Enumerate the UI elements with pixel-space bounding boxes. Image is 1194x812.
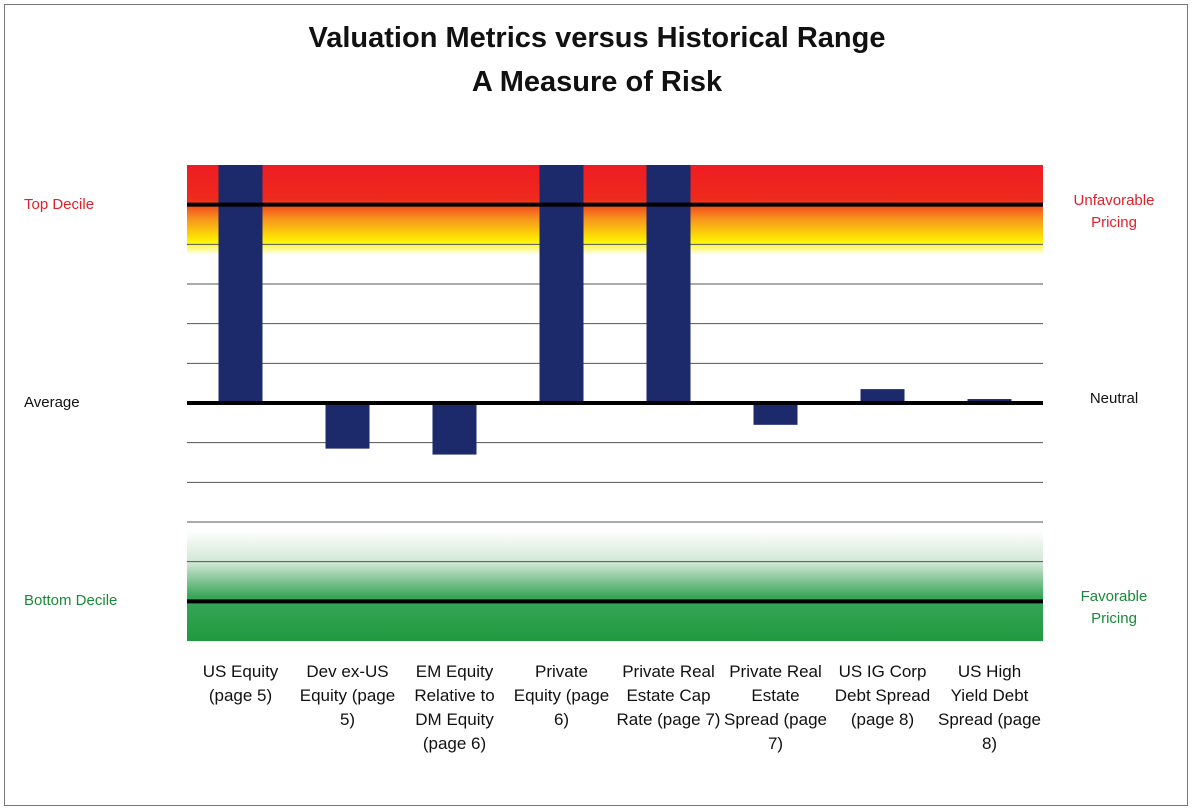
bar [860,389,905,403]
unfavorable-band [187,165,1043,255]
x-tick-label: US IG Corp Debt Spread (page 8) [834,662,931,729]
bar [218,165,263,403]
x-tick-label: US High Yield Debt Spread (page 8) [937,662,1042,753]
y2-tick-label: Neutral [1089,390,1139,407]
x-tick-label: Dev ex-US Equity (page 5) [299,662,396,729]
x-tick-label: Private Real Estate Spread (page 7) [723,662,828,753]
bar [753,403,798,425]
bar [325,403,370,449]
chart-title: Valuation Metrics versus Historical Rang… [308,22,886,54]
y2-tick-label: Unfavorable Pricing [1073,191,1155,231]
frame [4,4,1188,806]
bar [432,403,477,455]
bar [646,165,691,403]
x-tick-label: US Equity (page 5) [202,662,279,705]
x-tick-label: EM Equity Relative to DM Equity (page 6) [414,662,495,753]
bar [539,165,584,403]
x-tick-label: Private Real Estate Cap Rate (page 7) [616,662,721,729]
favorable-band [187,530,1043,641]
y2-tick-label: Favorable Pricing [1080,588,1148,628]
x-tick-label: Private Equity (page 6) [513,662,610,729]
y-tick-label: Top Decile [24,195,95,213]
y-tick-label: Average [24,394,80,411]
y-tick-label: Bottom Decile [24,592,118,610]
chart-subtitle: A Measure of Risk [471,66,723,98]
